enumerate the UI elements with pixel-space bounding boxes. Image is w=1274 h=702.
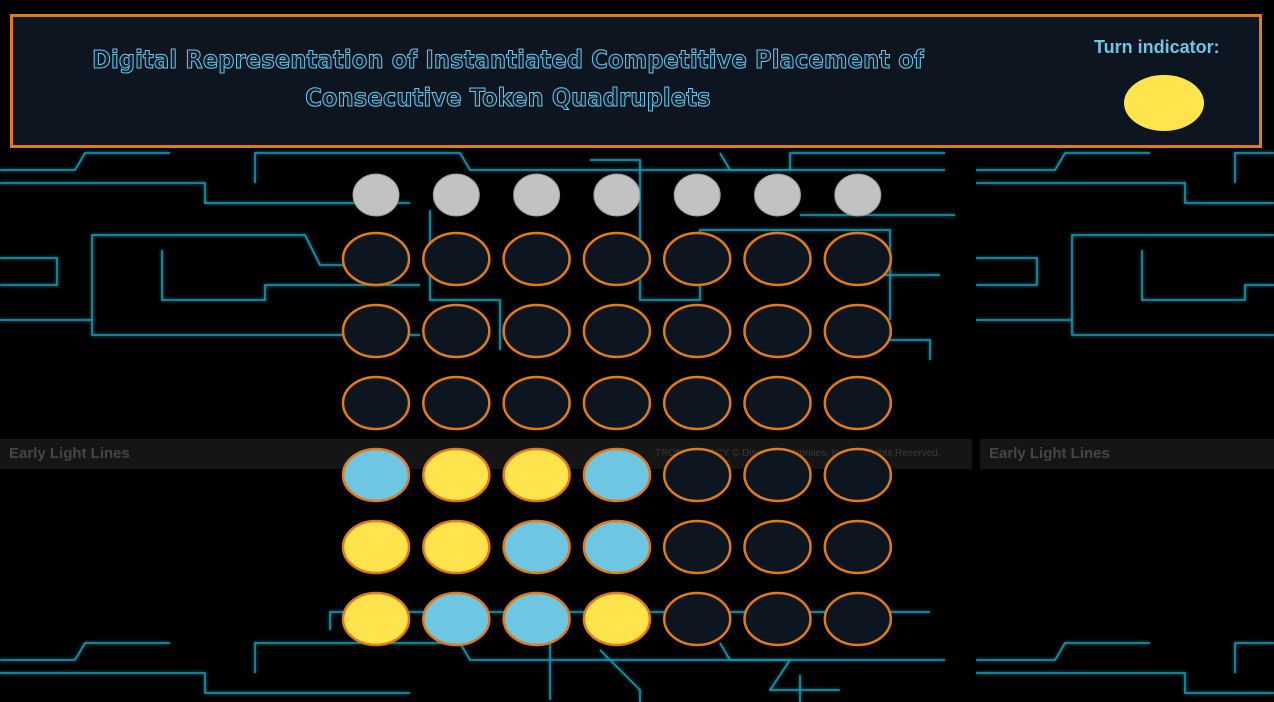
cell xyxy=(502,591,571,647)
cell xyxy=(502,447,571,503)
cell xyxy=(662,591,732,647)
cell xyxy=(422,231,491,287)
drop-button[interactable] xyxy=(593,173,641,217)
drop-button[interactable] xyxy=(673,173,721,217)
drop-button[interactable] xyxy=(834,173,882,217)
cell xyxy=(662,231,732,287)
cell xyxy=(502,519,571,575)
cell xyxy=(743,447,812,503)
cell xyxy=(341,519,411,575)
cell xyxy=(743,375,812,431)
cell xyxy=(743,591,812,647)
cell xyxy=(582,591,652,647)
cell xyxy=(823,303,893,359)
cell xyxy=(662,519,732,575)
cell xyxy=(582,303,652,359)
drop-button[interactable] xyxy=(352,173,400,217)
cell xyxy=(823,231,893,287)
cell xyxy=(582,519,652,575)
cell xyxy=(823,375,893,431)
cell xyxy=(341,303,411,359)
cell xyxy=(502,231,571,287)
cell xyxy=(502,375,571,431)
cell xyxy=(823,591,893,647)
cell xyxy=(341,591,411,647)
cell xyxy=(823,447,893,503)
header: Digital Representation of Instantiated C… xyxy=(10,14,1262,148)
cell xyxy=(582,375,652,431)
cell xyxy=(341,447,411,503)
cell xyxy=(662,375,732,431)
cell xyxy=(422,447,491,503)
turn-label: Turn indicator: xyxy=(1094,37,1220,57)
cell xyxy=(422,303,491,359)
cell xyxy=(422,519,491,575)
drop-button[interactable] xyxy=(432,173,480,217)
title: Digital Representation of Instantiated C… xyxy=(92,45,925,113)
background-label: Early Light Lines xyxy=(980,439,1274,469)
cell xyxy=(662,447,732,503)
cell xyxy=(502,303,571,359)
cell xyxy=(743,231,812,287)
turn-indicator xyxy=(1124,75,1204,131)
drop-button[interactable] xyxy=(513,173,561,217)
cell xyxy=(823,519,893,575)
cell xyxy=(422,591,491,647)
cell xyxy=(422,375,491,431)
drop-button[interactable] xyxy=(754,173,801,217)
cell xyxy=(743,303,812,359)
cell xyxy=(341,375,411,431)
cell xyxy=(341,231,411,287)
cell xyxy=(662,303,732,359)
cell xyxy=(743,519,812,575)
cell xyxy=(582,231,652,287)
cell xyxy=(582,447,652,503)
